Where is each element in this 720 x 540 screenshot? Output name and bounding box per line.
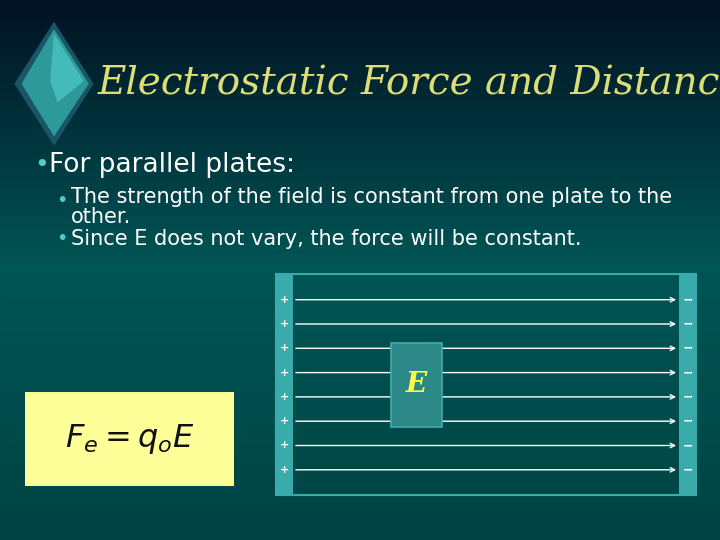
Bar bbox=[0, 432, 720, 441]
Bar bbox=[0, 126, 720, 135]
Bar bbox=[0, 459, 720, 468]
Bar bbox=[0, 477, 720, 486]
Bar bbox=[0, 351, 720, 360]
Bar bbox=[0, 441, 720, 450]
Bar bbox=[0, 396, 720, 405]
Bar bbox=[0, 99, 720, 108]
Text: +: + bbox=[279, 416, 289, 426]
Bar bbox=[0, 495, 720, 504]
Text: +: + bbox=[279, 295, 289, 305]
Text: −: − bbox=[683, 318, 693, 330]
Bar bbox=[0, 162, 720, 171]
Text: +: + bbox=[279, 392, 289, 402]
Bar bbox=[0, 45, 720, 54]
Bar bbox=[0, 450, 720, 459]
Bar bbox=[0, 153, 720, 162]
Text: −: − bbox=[683, 439, 693, 452]
Bar bbox=[0, 261, 720, 270]
Bar bbox=[0, 234, 720, 243]
Bar bbox=[0, 297, 720, 306]
Polygon shape bbox=[50, 34, 84, 102]
Bar bbox=[0, 405, 720, 414]
Bar bbox=[0, 387, 720, 396]
Bar bbox=[0, 414, 720, 423]
Text: •: • bbox=[56, 191, 68, 211]
Text: −: − bbox=[683, 463, 693, 476]
Text: −: − bbox=[683, 366, 693, 379]
Text: +: + bbox=[279, 465, 289, 475]
Bar bbox=[0, 504, 720, 513]
Bar bbox=[0, 90, 720, 99]
Polygon shape bbox=[22, 29, 89, 137]
Bar bbox=[0, 216, 720, 225]
Bar bbox=[392, 343, 442, 427]
Bar bbox=[0, 486, 720, 495]
Bar bbox=[0, 144, 720, 153]
Text: +: + bbox=[279, 368, 289, 377]
Text: •: • bbox=[35, 153, 49, 177]
Bar bbox=[0, 243, 720, 252]
Bar bbox=[0, 27, 720, 36]
Bar bbox=[0, 108, 720, 117]
Bar bbox=[0, 54, 720, 63]
Text: Electrostatic Force and Distance: Electrostatic Force and Distance bbox=[97, 65, 720, 102]
Bar bbox=[0, 270, 720, 279]
Text: Since E does not vary, the force will be constant.: Since E does not vary, the force will be… bbox=[71, 228, 581, 249]
Text: −: − bbox=[683, 415, 693, 428]
Bar bbox=[0, 468, 720, 477]
Bar bbox=[0, 252, 720, 261]
Bar bbox=[0, 63, 720, 72]
Text: For parallel plates:: For parallel plates: bbox=[49, 152, 295, 178]
Text: +: + bbox=[279, 441, 289, 450]
Bar bbox=[0, 315, 720, 324]
Bar bbox=[0, 207, 720, 216]
Polygon shape bbox=[14, 22, 94, 146]
Bar bbox=[0, 531, 720, 540]
Bar bbox=[0, 36, 720, 45]
Bar bbox=[0, 423, 720, 432]
Bar bbox=[679, 275, 695, 494]
Bar bbox=[0, 117, 720, 126]
Text: The strength of the field is constant from one plate to the: The strength of the field is constant fr… bbox=[71, 187, 672, 207]
Text: +: + bbox=[279, 343, 289, 353]
Bar bbox=[0, 360, 720, 369]
Bar bbox=[0, 189, 720, 198]
Text: other.: other. bbox=[71, 207, 131, 227]
Bar bbox=[0, 333, 720, 342]
Bar bbox=[0, 342, 720, 351]
Bar bbox=[0, 72, 720, 81]
Text: −: − bbox=[683, 390, 693, 403]
Bar bbox=[277, 275, 293, 494]
Bar bbox=[0, 279, 720, 288]
Bar bbox=[0, 324, 720, 333]
Bar bbox=[0, 0, 720, 9]
Text: −: − bbox=[683, 293, 693, 306]
Bar bbox=[0, 306, 720, 315]
Text: •: • bbox=[56, 229, 68, 248]
Bar bbox=[0, 513, 720, 522]
Bar bbox=[0, 180, 720, 189]
Bar bbox=[0, 522, 720, 531]
Bar bbox=[0, 225, 720, 234]
Bar bbox=[0, 18, 720, 27]
Bar bbox=[276, 274, 696, 495]
Bar bbox=[25, 392, 234, 486]
Text: −: − bbox=[683, 342, 693, 355]
Bar bbox=[0, 198, 720, 207]
Bar bbox=[0, 81, 720, 90]
Bar bbox=[0, 288, 720, 297]
Bar bbox=[0, 369, 720, 378]
Text: $F_e = q_o E$: $F_e = q_o E$ bbox=[65, 422, 194, 456]
Bar bbox=[0, 135, 720, 144]
Bar bbox=[0, 171, 720, 180]
Text: +: + bbox=[279, 319, 289, 329]
Bar bbox=[0, 378, 720, 387]
Text: E: E bbox=[406, 372, 427, 399]
Bar bbox=[0, 9, 720, 18]
